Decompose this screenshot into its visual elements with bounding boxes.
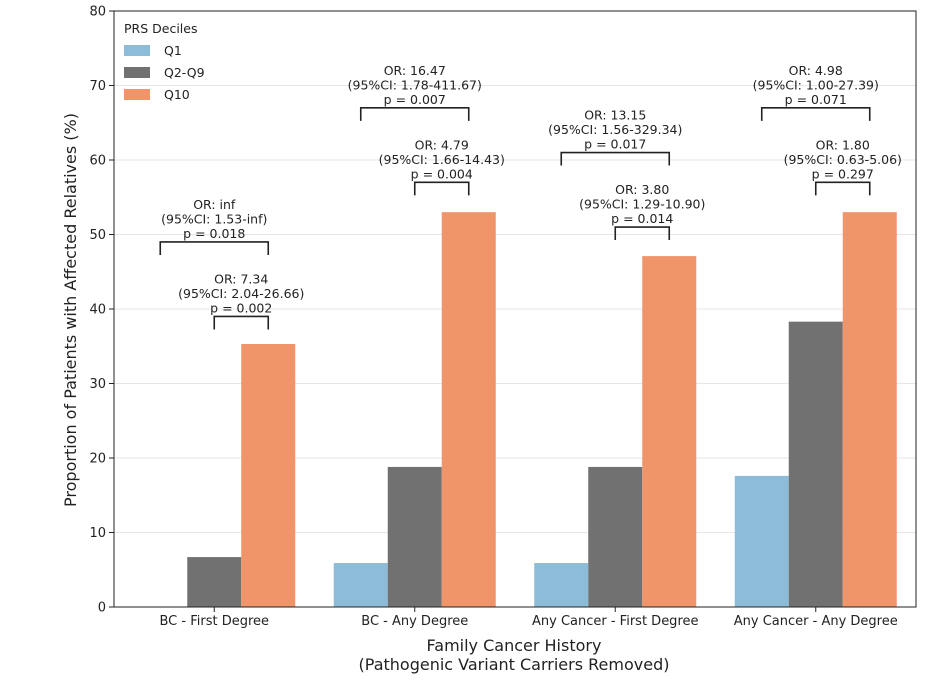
significance-bracket bbox=[413, 181, 470, 196]
x-tick-label: BC - First Degree bbox=[159, 614, 269, 629]
annotation-text: (95%CI: 1.56-329.34) bbox=[548, 122, 682, 137]
bar-q10 bbox=[842, 212, 897, 607]
annotation-text: OR: 4.98 bbox=[789, 63, 843, 78]
y-axis: 0 10 20 30 40 50 60 70 80 bbox=[89, 5, 114, 616]
annotations: OR: inf(95%CI: 1.53-inf)p = 0.018 OR: 7.3… bbox=[159, 63, 902, 330]
bars bbox=[187, 212, 897, 607]
y-axis-label: Proportion of Patients with Affected Rel… bbox=[61, 113, 80, 507]
bar-q10 bbox=[441, 212, 496, 607]
annotation-text: (95%CI: 1.78-411.67) bbox=[348, 77, 482, 92]
bar-q10 bbox=[642, 256, 697, 607]
annotation-text: OR: 4.79 bbox=[415, 137, 469, 152]
annotation-text: p = 0.004 bbox=[411, 166, 473, 181]
annotation-text: (95%CI: 1.53-inf) bbox=[161, 211, 267, 226]
bar-q10 bbox=[241, 344, 296, 607]
significance-bracket bbox=[213, 315, 270, 330]
significance-bracket bbox=[814, 181, 871, 196]
bar-q2-q9 bbox=[788, 321, 843, 607]
y-tick-label: 70 bbox=[89, 79, 106, 94]
legend: PRS Deciles Q1 Q2-Q9 Q10 bbox=[124, 21, 205, 102]
significance-bracket bbox=[159, 241, 270, 255]
x-axis: BC - First Degree BC - Any Degree Any Canc… bbox=[159, 607, 898, 629]
annotation-text: p = 0.071 bbox=[785, 92, 847, 107]
x-axis-label: Family Cancer History bbox=[427, 636, 602, 655]
annotation-text: (95%CI: 1.66-14.43) bbox=[379, 152, 505, 167]
annotation-text: OR: 13.15 bbox=[584, 108, 646, 123]
x-tick-label: BC - Any Degree bbox=[361, 614, 468, 629]
annotation-text: (95%CI: 0.63-5.06) bbox=[784, 152, 902, 167]
legend-entry-q1: Q1 bbox=[164, 43, 182, 58]
annotation-text: OR: inf bbox=[193, 197, 236, 212]
annotation-text: OR: 16.47 bbox=[384, 63, 446, 78]
legend-title: PRS Deciles bbox=[124, 21, 197, 36]
annotation-text: p = 0.297 bbox=[812, 166, 874, 181]
legend-entry-q10: Q10 bbox=[164, 87, 190, 102]
y-tick-label: 20 bbox=[89, 452, 106, 467]
x-tick-label: Any Cancer - Any Degree bbox=[734, 614, 898, 629]
y-tick-label: 10 bbox=[89, 526, 106, 541]
annotation-text: p = 0.014 bbox=[611, 211, 673, 226]
annotation-text: p = 0.018 bbox=[183, 226, 245, 241]
significance-bracket bbox=[359, 107, 470, 121]
x-axis-label-line2: (Pathogenic Variant Carriers Removed) bbox=[359, 655, 670, 674]
bar-q2-q9 bbox=[387, 466, 442, 607]
y-tick-label: 60 bbox=[89, 154, 106, 169]
legend-entry-q2-q9: Q2-Q9 bbox=[164, 65, 205, 80]
annotation-text: (95%CI: 1.00-27.39) bbox=[753, 77, 879, 92]
bar-q1 bbox=[333, 563, 388, 607]
y-tick-label: 80 bbox=[89, 5, 106, 20]
bar-q1 bbox=[534, 563, 589, 607]
x-tick-label: Any Cancer - First Degree bbox=[532, 614, 699, 629]
annotation-text: OR: 7.34 bbox=[214, 271, 268, 286]
bar-q1 bbox=[734, 475, 789, 607]
annotation-text: OR: 3.80 bbox=[615, 182, 669, 197]
annotation-text: (95%CI: 1.29-10.90) bbox=[579, 197, 705, 212]
significance-bracket bbox=[760, 107, 871, 121]
legend-swatch-q2-q9 bbox=[124, 67, 150, 78]
significance-bracket bbox=[614, 226, 671, 241]
y-tick-label: 0 bbox=[98, 601, 106, 616]
legend-swatch-q10 bbox=[124, 89, 150, 100]
annotation-text: (95%CI: 2.04-26.66) bbox=[178, 286, 304, 301]
bar-q2-q9 bbox=[588, 466, 643, 607]
annotation-text: p = 0.017 bbox=[584, 137, 646, 152]
y-tick-label: 40 bbox=[89, 303, 106, 318]
bar-q2-q9 bbox=[187, 557, 242, 607]
legend-swatch-q1 bbox=[124, 45, 150, 56]
y-tick-label: 50 bbox=[89, 228, 106, 243]
annotation-text: OR: 1.80 bbox=[816, 137, 870, 152]
annotation-text: p = 0.007 bbox=[384, 92, 446, 107]
y-tick-label: 30 bbox=[89, 377, 106, 392]
annotation-text: p = 0.002 bbox=[210, 300, 272, 315]
significance-bracket bbox=[560, 151, 671, 166]
